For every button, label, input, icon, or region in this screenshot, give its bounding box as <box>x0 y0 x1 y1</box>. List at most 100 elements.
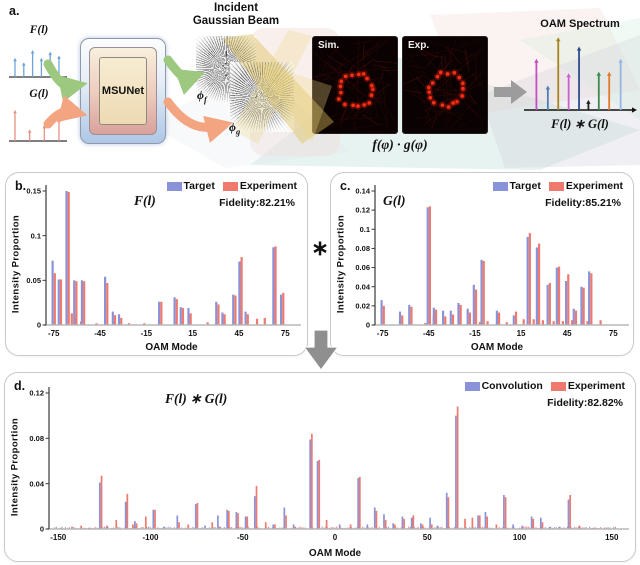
svg-text:-75: -75 <box>377 329 389 338</box>
svg-text:-15: -15 <box>141 329 153 338</box>
panel-d-fidelity: Fidelity:82.82% <box>547 397 623 409</box>
svg-text:0: 0 <box>333 533 338 542</box>
right-arrow-icon <box>494 80 527 104</box>
g-stem-plot <box>8 100 70 144</box>
target-swatch <box>492 181 508 191</box>
experiment-legend-label: Experiment <box>239 180 297 192</box>
svg-text:45: 45 <box>563 329 572 338</box>
svg-text:50: 50 <box>423 533 432 542</box>
svg-text:0.14: 0.14 <box>355 187 370 196</box>
product-expression: f(φ) · g(φ) <box>372 137 428 152</box>
convolution-swatch <box>464 381 480 391</box>
g-label: G(l) <box>29 88 49 100</box>
msunet-mid-layer: MSUNet <box>89 47 157 135</box>
panel-b: b. Intensity Proportion F(l) Target Expe… <box>5 172 308 356</box>
svg-text:0: 0 <box>366 321 370 330</box>
oam-spectrum-plot <box>522 30 638 118</box>
panel-c-x-axis-label: OAM Mode <box>470 342 524 353</box>
panel-b-legend: Target Experiment <box>166 180 297 192</box>
svg-text:100: 100 <box>513 533 527 542</box>
svg-text:0.04: 0.04 <box>355 282 370 291</box>
svg-text:0.15: 0.15 <box>26 187 41 196</box>
panel-c-legend: Target Experiment <box>492 180 623 192</box>
convolution-operator: ∗ <box>311 237 329 260</box>
f-label: F(l) <box>29 24 49 36</box>
svg-text:-75: -75 <box>48 329 60 338</box>
target-legend-label: Target <box>509 180 541 192</box>
svg-text:0.06: 0.06 <box>355 263 370 272</box>
svg-text:15: 15 <box>517 329 526 338</box>
panel-c-label: c. <box>340 179 351 193</box>
exp-speckle-pattern <box>403 37 487 133</box>
svg-text:150: 150 <box>605 533 619 542</box>
f-spectrum-thumbnail: F(l) <box>8 24 70 80</box>
svg-text:15: 15 <box>188 329 197 338</box>
panel-c: c. Intensity Proportion G(l) Target Expe… <box>330 172 634 356</box>
svg-text:0: 0 <box>37 321 41 330</box>
msunet-inner-layer: MSUNet <box>99 57 147 125</box>
svg-text:75: 75 <box>281 329 290 338</box>
panel-d-chart-title: F(l) ∗ G(l) <box>165 391 228 406</box>
svg-text:-150: -150 <box>50 533 67 542</box>
panel-c-fidelity: Fidelity:85.21% <box>545 197 621 209</box>
panel-d-legend: Convolution Experiment <box>464 380 625 392</box>
experiment-legend-label: Experiment <box>567 380 625 392</box>
svg-text:0.05: 0.05 <box>26 276 41 285</box>
svg-text:0.08: 0.08 <box>29 434 44 443</box>
panel-b-chart-title: F(l) <box>134 193 156 208</box>
f-stem-plot <box>8 36 70 80</box>
svg-text:0.08: 0.08 <box>355 244 370 253</box>
panel-d-bar-chart: 0 0.04 0.08 0.12 -150 -100 -50 0 50 100 150 <box>5 373 635 561</box>
svg-text:-15: -15 <box>469 329 481 338</box>
panel-d-x-axis-label: OAM Mode <box>308 548 362 559</box>
experiment-swatch <box>548 181 564 191</box>
exp-image: Exp. <box>402 36 488 134</box>
panel-b-y-axis-label: Intensity Proportion <box>10 214 22 314</box>
panel-b-x-axis-label: OAM Mode <box>145 342 198 353</box>
g-spectrum-thumbnail: G(l) <box>8 88 70 144</box>
oam-spectrum-title: OAM Spectrum <box>540 18 620 30</box>
incident-beam-title: Incident Gaussian Beam <box>192 2 280 27</box>
panel-c-chart-title: G(l) <box>383 193 406 208</box>
experiment-swatch <box>222 181 238 191</box>
phase-mask-g <box>230 62 294 132</box>
svg-text:0.1: 0.1 <box>31 231 41 240</box>
svg-text:0.12: 0.12 <box>29 389 44 398</box>
svg-text:-45: -45 <box>94 329 106 338</box>
svg-text:0.12: 0.12 <box>355 206 370 215</box>
target-swatch <box>166 181 182 191</box>
oam-spectrum-axis-label: F(l) ∗ G(l) <box>551 117 609 131</box>
panel-d-label: d. <box>14 379 26 393</box>
msunet-label: MSUNet <box>101 85 145 97</box>
panel-a-label: a. <box>9 4 20 18</box>
svg-text:-50: -50 <box>237 533 249 542</box>
svg-text:0: 0 <box>40 525 44 534</box>
svg-text:0.02: 0.02 <box>355 301 370 310</box>
oam-spectrum: OAM Spectrum F(l) ∗ G(l) <box>522 18 638 132</box>
msunet-box: MSUNet <box>80 38 166 144</box>
phi-g-label: ϕg <box>229 120 241 137</box>
sim-speckle-pattern <box>313 37 397 133</box>
target-legend-label: Target <box>183 180 215 192</box>
svg-text:45: 45 <box>235 329 244 338</box>
sim-image: Sim. <box>312 36 398 134</box>
panel-b-fidelity: Fidelity:82.21% <box>219 197 295 209</box>
down-arrow-icon <box>303 330 339 372</box>
svg-text:75: 75 <box>609 329 618 338</box>
sim-label: Sim. <box>318 40 340 51</box>
panel-a: a. F(l) G(l) MSUNet Incident Gaussian Be… <box>0 0 640 170</box>
convolution-legend-label: Convolution <box>481 380 543 392</box>
svg-text:0.04: 0.04 <box>29 479 44 488</box>
phi-f-label: ϕf <box>197 88 207 105</box>
svg-text:0.1: 0.1 <box>360 225 370 234</box>
svg-text:-100: -100 <box>142 533 159 542</box>
panel-c-y-axis-label: Intensity Proportion <box>335 214 347 314</box>
panel-b-label: b. <box>15 179 27 193</box>
experiment-legend-label: Experiment <box>565 180 623 192</box>
exp-label: Exp. <box>408 40 430 51</box>
panel-d-y-axis-label: Intensity Proportion <box>9 417 21 517</box>
panel-d: d. Intensity Proportion F(l) ∗ G(l) Conv… <box>4 372 636 562</box>
svg-text:-45: -45 <box>423 329 435 338</box>
experiment-swatch <box>550 381 566 391</box>
